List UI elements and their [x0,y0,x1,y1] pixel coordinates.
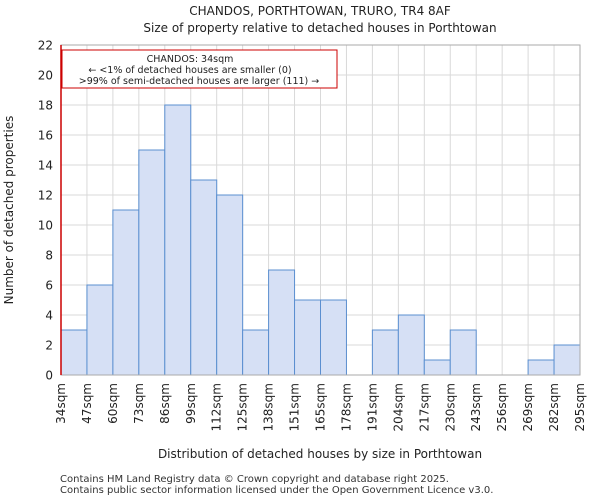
bar [190,179,218,376]
x-tick-label: 217sqm [417,383,431,431]
y-tick-label: 22 [38,39,53,53]
x-tick-label: 86sqm [158,383,172,424]
y-tick-label: 4 [45,309,53,323]
y-tick-label: 12 [38,189,53,203]
footer-line2: Contains public sector information licen… [60,485,494,496]
x-tick-label: 47sqm [80,383,94,424]
x-tick-label: 295sqm [573,383,587,431]
bar [423,359,451,376]
x-tick-labels: 34sqm 47sqm 60sqm 73sqm 86sqm 99sqm 112sqm 125s… [54,383,587,431]
x-tick-label: 282sqm [547,383,561,431]
footer-line1: Contains HM Land Registry data © Crown c… [60,474,449,485]
annotation-line2: ← <1% of detached houses are smaller (0) [88,65,291,76]
y-tick-label: 6 [45,279,53,293]
chart-title-line1: CHANDOS, PORTHTOWAN, TRURO, TR4 8AF [189,4,451,18]
y-tick-label: 16 [38,129,53,143]
y-tick-label: 0 [45,369,53,383]
x-tick-label: 165sqm [314,383,328,431]
x-tick-label: 99sqm [184,383,198,424]
annotation-line1: CHANDOS: 34sqm [147,54,234,65]
y-tick-label: 2 [45,339,53,353]
y-tick-label: 14 [38,159,53,173]
x-tick-label: 191sqm [365,383,379,431]
x-tick-label: 178sqm [339,383,353,431]
bar [242,329,270,376]
x-tick-label: 204sqm [391,383,405,431]
y-axis-label: Number of detached properties [2,116,16,305]
bar [86,284,114,376]
x-tick-label: 243sqm [469,383,483,431]
y-tick-labels: 0 2 4 6 8 10 12 14 16 18 20 22 [38,39,53,383]
bar [527,359,555,376]
y-tick-label: 18 [38,99,53,113]
bar [553,344,581,376]
x-tick-label: 256sqm [495,383,509,431]
annotation-line3: >99% of semi-detached houses are larger … [79,76,320,87]
bars [60,104,581,376]
x-axis-label: Distribution of detached houses by size … [158,447,482,461]
bar [449,329,477,376]
bar [112,209,140,376]
chart-title-line2: Size of property relative to detached ho… [143,21,496,35]
bar [216,194,244,376]
y-tick-label: 10 [38,219,53,233]
x-tick-label: 138sqm [262,383,276,431]
annotation-box: CHANDOS: 34sqm ← <1% of detached houses … [61,49,338,89]
y-tick-label: 8 [45,249,53,263]
x-tick-label: 73sqm [132,383,146,424]
bar [60,329,88,376]
x-tick-label: 34sqm [54,383,68,424]
y-tick-label: 20 [38,69,53,83]
bar [371,329,399,376]
bar [138,149,166,376]
annotation-box-border [61,49,338,89]
x-tick-label: 125sqm [236,383,250,431]
x-tick-label: 112sqm [210,383,224,431]
bar [294,299,321,376]
bar [164,104,192,376]
x-tick-label: 60sqm [106,383,120,424]
bar [320,299,347,376]
bar [268,269,296,376]
bar [397,314,425,376]
x-tick-label: 269sqm [521,383,535,431]
x-tick-label: 151sqm [288,383,302,431]
x-tick-label: 230sqm [443,383,457,431]
